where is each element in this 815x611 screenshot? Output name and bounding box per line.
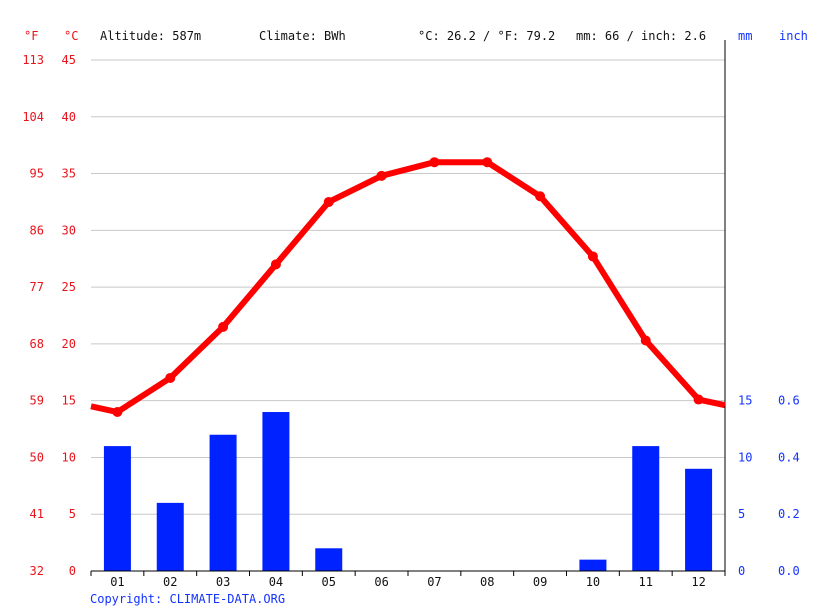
inch-tick-label: 0.2 — [778, 507, 800, 521]
celsius-tick-label: 40 — [62, 110, 76, 124]
inch-unit-label: inch — [779, 29, 808, 43]
precipitation-bar — [103, 446, 131, 571]
month-label: 07 — [427, 575, 441, 589]
celsius-tick-label: 0 — [69, 564, 76, 578]
month-label: 04 — [269, 575, 283, 589]
celsius-unit-label: °C — [64, 29, 78, 43]
celsius-tick-label: 15 — [62, 394, 76, 408]
copyright-notice: Copyright: CLIMATE-DATA.ORG — [90, 592, 286, 606]
grid-lines — [91, 59, 725, 515]
altitude-label: Altitude: 587m — [100, 29, 201, 43]
mm-tick-label: 10 — [738, 450, 752, 464]
celsius-tick-label: 5 — [69, 507, 76, 521]
temperature-point — [376, 170, 387, 181]
month-label: 12 — [691, 575, 705, 589]
fahrenheit-tick-label: 32 — [30, 564, 44, 578]
celsius-tick-label: 35 — [62, 167, 76, 181]
inch-tick-label: 0.4 — [778, 450, 800, 464]
month-label: 10 — [586, 575, 600, 589]
month-label: 01 — [110, 575, 124, 589]
temperature-point — [535, 191, 546, 202]
temperature-line — [90, 157, 726, 418]
month-label: 06 — [374, 575, 388, 589]
axes — [90, 40, 726, 576]
fahrenheit-tick-label: 86 — [30, 223, 44, 237]
month-label: 11 — [639, 575, 653, 589]
fahrenheit-tick-label: 50 — [30, 450, 44, 464]
temperature-point — [112, 407, 123, 418]
mm-tick-label: 15 — [738, 394, 752, 408]
month-label: 05 — [322, 575, 336, 589]
fahrenheit-tick-label: 95 — [30, 167, 44, 181]
month-label: 02 — [163, 575, 177, 589]
temperature-point — [587, 251, 598, 262]
celsius-tick-label: 30 — [62, 223, 76, 237]
fahrenheit-tick-label: 77 — [30, 280, 44, 294]
month-label: 03 — [216, 575, 230, 589]
inch-tick-label: 0.6 — [778, 394, 800, 408]
month-label: 08 — [480, 575, 494, 589]
celsius-tick-label: 25 — [62, 280, 76, 294]
month-label: 09 — [533, 575, 547, 589]
precipitation-bar — [685, 468, 713, 571]
temperature-point — [323, 196, 334, 207]
precipitation-bar — [632, 446, 660, 571]
fahrenheit-tick-label: 68 — [30, 337, 44, 351]
fahrenheit-tick-label: 113 — [22, 53, 44, 67]
temperature-point — [270, 259, 281, 270]
temperature-point — [429, 157, 440, 168]
axis-labels: 0325411050155920682577308635954010445113… — [22, 53, 799, 589]
average-temperature-label: °C: 26.2 / °F: 79.2 — [418, 29, 555, 43]
fahrenheit-tick-label: 104 — [22, 110, 44, 124]
climate-label: Climate: BWh — [259, 29, 346, 43]
precipitation-bar — [156, 502, 184, 571]
celsius-tick-label: 10 — [62, 450, 76, 464]
temperature-point — [693, 394, 704, 405]
temperature-point — [482, 157, 493, 168]
precipitation-bars — [103, 412, 713, 571]
fahrenheit-tick-label: 41 — [30, 507, 44, 521]
precipitation-bar — [579, 559, 607, 571]
precipitation-total-label: mm: 66 / inch: 2.6 — [576, 29, 706, 43]
precipitation-bar — [209, 434, 237, 571]
temperature-point — [218, 321, 229, 332]
celsius-tick-label: 45 — [62, 53, 76, 67]
fahrenheit-unit-label: °F — [24, 29, 38, 43]
fahrenheit-tick-label: 59 — [30, 394, 44, 408]
precipitation-bar — [315, 548, 343, 571]
temperature-point — [640, 335, 651, 346]
inch-tick-label: 0.0 — [778, 564, 800, 578]
temperature-point — [165, 372, 176, 383]
mm-tick-label: 5 — [738, 507, 745, 521]
precipitation-bar — [262, 412, 290, 571]
celsius-tick-label: 20 — [62, 337, 76, 351]
mm-tick-label: 0 — [738, 564, 745, 578]
mm-unit-label: mm — [738, 29, 752, 43]
temperature-line-path — [90, 159, 726, 416]
